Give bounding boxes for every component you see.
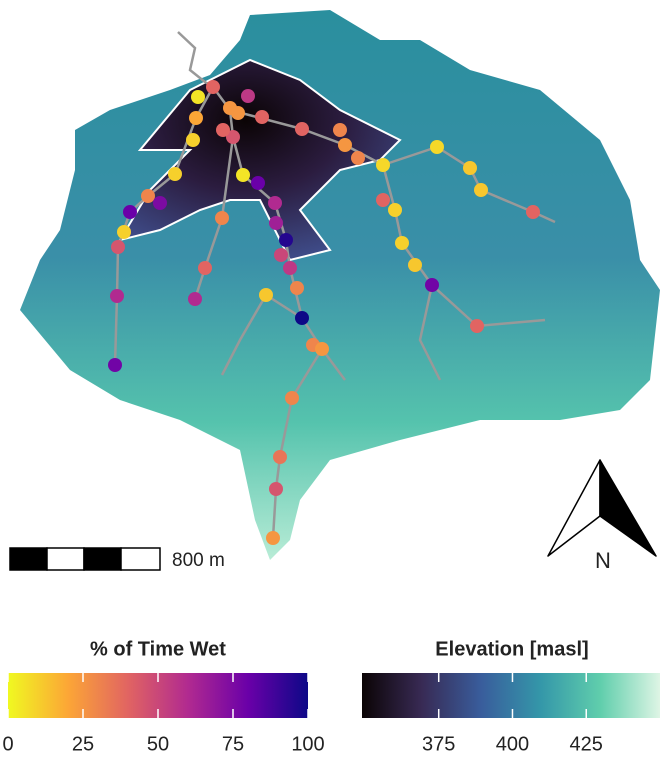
station — [168, 167, 182, 181]
station — [315, 342, 329, 356]
station — [241, 89, 255, 103]
station — [333, 123, 347, 137]
station — [123, 205, 137, 219]
station — [408, 258, 422, 272]
station — [295, 311, 309, 325]
station — [255, 110, 269, 124]
station — [216, 123, 230, 137]
colorbar-tick-label: 25 — [72, 733, 94, 755]
station — [295, 122, 309, 136]
station — [269, 482, 283, 496]
station — [269, 216, 283, 230]
north-arrow — [548, 460, 656, 556]
station — [430, 140, 444, 154]
station — [338, 138, 352, 152]
colorbar-tick-label: 375 — [422, 733, 455, 755]
north-label: N — [595, 548, 611, 573]
station — [231, 106, 245, 120]
station — [351, 151, 365, 165]
station — [198, 261, 212, 275]
station — [463, 161, 477, 175]
station — [259, 288, 273, 302]
legend-title: % of Time Wet — [90, 638, 226, 660]
station — [376, 158, 390, 172]
station — [191, 90, 205, 104]
station — [141, 189, 155, 203]
map-figure: 800 m N % of Time Wet 0 25 50 75 100 Elevation… — [0, 0, 661, 759]
colorbar-tick-label: 50 — [147, 733, 169, 755]
scale-label: 800 m — [172, 550, 225, 571]
scale-bar — [10, 548, 160, 570]
station — [395, 236, 409, 250]
colorbar-tick-label: 100 — [291, 733, 324, 755]
station — [186, 133, 200, 147]
station — [470, 319, 484, 333]
station — [110, 289, 124, 303]
catchment — [20, 10, 660, 560]
station — [111, 240, 125, 254]
station — [388, 203, 402, 217]
scale-segment — [10, 548, 47, 570]
colorbar-tick-label: 75 — [222, 733, 244, 755]
station — [274, 248, 288, 262]
legend-title: Elevation [masl] — [435, 638, 588, 660]
colorbar-tick-label: 425 — [570, 733, 603, 755]
station — [376, 193, 390, 207]
scale-segment — [47, 548, 84, 570]
station — [215, 211, 229, 225]
colorbar — [362, 673, 660, 718]
station — [474, 183, 488, 197]
station — [251, 176, 265, 190]
station — [285, 391, 299, 405]
colorbar-tick-label: 400 — [496, 733, 529, 755]
station — [290, 281, 304, 295]
station — [283, 261, 297, 275]
scale-segment — [121, 548, 160, 570]
station — [526, 205, 540, 219]
station — [425, 278, 439, 292]
station — [188, 292, 202, 306]
station — [273, 450, 287, 464]
station — [153, 196, 167, 210]
station — [266, 531, 280, 545]
station — [189, 111, 203, 125]
station — [236, 168, 250, 182]
station — [117, 225, 131, 239]
station — [268, 196, 282, 210]
colorbar-tick-label: 0 — [2, 733, 13, 755]
station — [206, 80, 220, 94]
station — [108, 358, 122, 372]
station — [279, 233, 293, 247]
scale-segment — [84, 548, 121, 570]
